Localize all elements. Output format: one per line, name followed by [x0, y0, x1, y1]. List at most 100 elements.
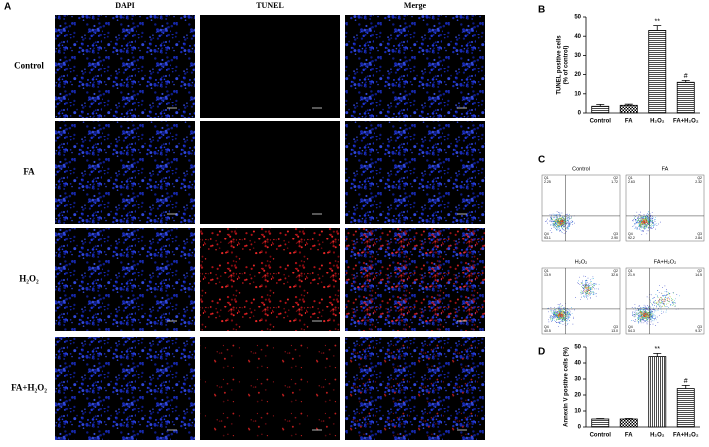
row-label: FA	[23, 167, 35, 177]
y-tick-label: 30	[574, 377, 581, 383]
quadrant-value: 13.9	[544, 273, 551, 277]
column-header: DAPI	[115, 1, 135, 10]
quadrant-name: Q2	[613, 269, 618, 273]
dapi-stain	[55, 15, 195, 118]
plot-title: Control	[572, 166, 590, 172]
y-tick-label: 40	[574, 34, 581, 40]
x-tick-label: FA+H₂O₂	[673, 433, 699, 439]
quadrant-value: 9.37	[695, 329, 702, 333]
tunel-stain	[345, 228, 485, 331]
flow-events	[640, 218, 649, 226]
error-bar	[681, 385, 690, 389]
micrograph	[200, 15, 340, 118]
y-tick-label: 40	[574, 361, 581, 367]
column-header: Merge	[404, 1, 427, 10]
quadrant-value: 93.1	[544, 236, 551, 240]
error-bar	[653, 25, 662, 31]
y-tick-label: 0	[578, 425, 582, 431]
panel-label: D	[538, 347, 545, 358]
error-bar	[653, 353, 662, 357]
dapi-stain	[55, 228, 195, 331]
y-axis-label: (% of control)	[564, 46, 570, 85]
quadrant-name: Q2	[697, 269, 702, 273]
y-tick-label: 30	[574, 53, 581, 59]
bar	[648, 30, 667, 114]
x-tick-label: Control	[590, 433, 612, 439]
quadrant-name: Q4	[544, 325, 549, 329]
quadrant-value: 40.5	[544, 329, 551, 333]
quadrant-name: Q3	[613, 325, 618, 329]
y-axis-label: TUNEL positive cells	[557, 35, 563, 95]
y-tick-label: 50	[574, 345, 581, 351]
panel-label: C	[538, 155, 545, 166]
y-tick-label: 0	[578, 111, 582, 117]
x-tick-label: FA+H₂O₂	[673, 119, 699, 125]
quadrant-value: 13.0	[611, 329, 618, 333]
bar	[619, 418, 638, 428]
flow-plot	[541, 174, 621, 242]
flow-events	[556, 284, 591, 318]
quadrant-name: Q4	[628, 325, 633, 329]
x-tick-label: H₂O₂	[650, 433, 665, 439]
quadrant-value: 14.5	[695, 273, 702, 277]
quadrant-name: Q3	[697, 325, 702, 329]
quadrant-name: Q3	[697, 232, 702, 236]
quadrant-value: 2.63	[628, 180, 635, 184]
micrograph	[200, 121, 340, 224]
significance-mark: **	[655, 346, 661, 353]
significance-mark: #	[684, 378, 688, 385]
row-label: H₂O₂	[19, 274, 39, 284]
quadrant-value: 32.6	[611, 273, 618, 277]
plot-title: FA+H₂O₂	[654, 259, 676, 265]
tunel-stain	[345, 337, 485, 440]
quadrant-value: 2.25	[544, 180, 551, 184]
bar	[591, 105, 610, 114]
bar	[676, 81, 695, 114]
row-label: FA+H₂O₂	[11, 383, 47, 393]
flow-events	[638, 215, 650, 228]
quadrant-value: 92.2	[628, 236, 635, 240]
plot-title: H₂O₂	[575, 259, 588, 265]
bar	[676, 388, 695, 428]
flow-events	[634, 292, 676, 322]
y-tick-label: 20	[574, 72, 581, 78]
quadrant-name: Q2	[613, 176, 618, 180]
bar	[591, 418, 610, 428]
x-tick-label: FA	[625, 433, 633, 439]
quadrant-value: 21.9	[628, 273, 635, 277]
row-label: Control	[14, 61, 44, 71]
quadrant-value: 2.84	[695, 236, 702, 240]
column-header: TUNEL	[256, 1, 284, 10]
quadrant-name: Q2	[697, 176, 702, 180]
quadrant-name: Q3	[613, 232, 618, 236]
significance-mark: #	[684, 73, 688, 80]
y-tick-label: 10	[574, 91, 581, 97]
quadrant-value: 2.32	[695, 180, 702, 184]
y-tick-label: 10	[574, 409, 581, 415]
quadrant-value: 54.3	[628, 329, 635, 333]
quadrant-name: Q4	[628, 232, 633, 236]
flow-plot	[541, 267, 621, 335]
quadrant-name: Q1	[544, 269, 549, 273]
quadrant-name: Q1	[628, 176, 633, 180]
significance-mark: **	[655, 18, 661, 25]
y-axis-label: Annexin V positive cells (%)	[564, 347, 570, 427]
y-tick-label: 50	[574, 15, 581, 21]
quadrant-name: Q4	[544, 232, 549, 236]
plot-title: FA	[662, 166, 669, 172]
dapi-stain	[345, 121, 485, 224]
quadrant-name: Q1	[544, 176, 549, 180]
quadrant-name: Q1	[628, 269, 633, 273]
dapi-stain	[55, 337, 195, 440]
tunel-stain	[200, 337, 340, 440]
bar	[648, 356, 667, 428]
panel-label: A	[4, 2, 11, 13]
error-bar	[596, 103, 605, 107]
panel-label: B	[538, 5, 545, 16]
dapi-stain	[55, 121, 195, 224]
error-bar	[624, 103, 633, 106]
x-tick-label: Control	[590, 119, 612, 125]
flow-events	[640, 297, 670, 318]
